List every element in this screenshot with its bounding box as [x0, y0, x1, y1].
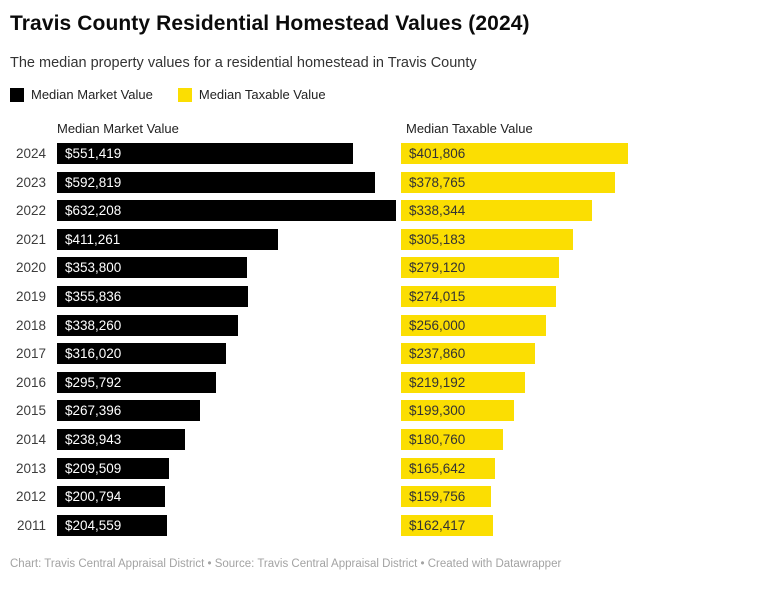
column-header-market-value: Median Market Value [57, 121, 179, 136]
bar-value-label: $204,559 [65, 517, 122, 533]
bar-value-label: $355,836 [65, 288, 122, 304]
market-value-bar[interactable]: $200,794 [57, 486, 165, 508]
bar-value-label: $411,261 [65, 231, 121, 247]
taxable-value-bar[interactable]: $162,417 [401, 514, 493, 536]
chart-row: 2014 $238,943 $180,760 [0, 428, 768, 450]
bar-value-label: $338,344 [409, 203, 466, 219]
bar-value-label: $256,000 [409, 317, 466, 333]
bar-value-label: $401,806 [409, 146, 466, 161]
taxable-value-bar[interactable]: $338,344 [401, 200, 592, 222]
bar-value-label: $295,792 [65, 374, 122, 390]
page-title: Travis County Residential Homestead Valu… [10, 12, 530, 35]
bar-value-label: $267,396 [65, 403, 122, 419]
attribution-footer: Chart: Travis Central Appraisal District… [10, 558, 562, 570]
chart-row: 2022 $632,208 $338,344 [0, 200, 768, 222]
year-label: 2018 [15, 317, 46, 333]
chart-row: 2012 $200,794 $159,756 [0, 486, 768, 508]
chart-row: 2024 $551,419 $401,806 [0, 143, 768, 164]
year-label: 2019 [15, 288, 46, 304]
bar-value-label: $279,120 [409, 260, 466, 276]
bar-value-label: $353,800 [65, 260, 122, 276]
chart-row: 2017 $316,020 $237,860 [0, 343, 768, 365]
year-label: 2020 [15, 260, 46, 276]
chart-row: 2015 $267,396 $199,300 [0, 400, 768, 422]
split-bar-chart: Median Market Value Median Taxable Value… [0, 120, 768, 550]
market-value-bar[interactable]: $551,419 [57, 143, 353, 164]
taxable-value-bar[interactable]: $401,806 [401, 143, 628, 164]
year-label: 2015 [15, 403, 46, 419]
market-value-bar[interactable]: $592,819 [57, 171, 375, 193]
bar-value-label: $592,819 [65, 174, 122, 190]
year-label: 2024 [15, 146, 46, 161]
chart-legend: Median Market Value Median Taxable Value [10, 87, 351, 102]
taxable-value-bar[interactable]: $165,642 [401, 457, 495, 479]
bar-value-label: $238,943 [65, 431, 122, 447]
market-value-bar[interactable]: $353,800 [57, 257, 247, 279]
bar-value-label: $200,794 [65, 489, 122, 505]
bar-value-label: $159,756 [409, 489, 466, 505]
year-label: 2021 [15, 231, 46, 247]
bar-value-label: $209,509 [65, 460, 122, 476]
chart-row: 2016 $295,792 $219,192 [0, 371, 768, 393]
taxable-value-bar[interactable]: $159,756 [401, 486, 491, 508]
year-label: 2013 [15, 460, 46, 476]
market-value-bar[interactable]: $238,943 [57, 428, 185, 450]
year-label: 2016 [15, 374, 46, 390]
year-label: 2012 [15, 489, 46, 505]
taxable-value-bar[interactable]: $305,183 [401, 228, 573, 250]
bar-value-label: $338,260 [65, 317, 122, 333]
column-header-taxable-value: Median Taxable Value [406, 121, 533, 136]
legend-label: Median Market Value [31, 87, 153, 102]
chart-row: 2013 $209,509 $165,642 [0, 457, 768, 479]
chart-rows: 2024 $551,419 $401,806 2023 $592,819 $378,765… [0, 143, 768, 543]
chart-row: 2011 $204,559 $162,417 [0, 514, 768, 536]
chart-row: 2020 $353,800 $279,120 [0, 257, 768, 279]
legend-swatch [177, 87, 192, 102]
market-value-bar[interactable]: $355,836 [57, 285, 248, 307]
year-label: 2022 [15, 203, 46, 219]
taxable-value-bar[interactable]: $219,192 [401, 371, 525, 393]
legend-label: Median Taxable Value [198, 87, 326, 102]
market-value-bar[interactable]: $411,261 [57, 228, 278, 250]
bar-value-label: $237,860 [409, 346, 466, 362]
bar-value-label: $274,015 [409, 288, 466, 304]
bar-value-label: $219,192 [409, 374, 466, 390]
year-label: 2023 [15, 174, 46, 190]
market-value-bar[interactable]: $267,396 [57, 400, 200, 422]
bar-value-label: $180,760 [409, 431, 466, 447]
chart-row: 2018 $338,260 $256,000 [0, 314, 768, 336]
market-value-bar[interactable]: $295,792 [57, 371, 216, 393]
chart-row: 2021 $411,261 $305,183 [0, 228, 768, 250]
chart-row: 2019 $355,836 $274,015 [0, 285, 768, 307]
taxable-value-bar[interactable]: $199,300 [401, 400, 514, 422]
bar-value-label: $316,020 [65, 346, 122, 362]
legend-item-taxable-value: Median Taxable Value [177, 87, 326, 102]
bar-value-label: $632,208 [65, 203, 122, 219]
taxable-value-bar[interactable]: $256,000 [401, 314, 546, 336]
bar-value-label: $165,642 [409, 460, 466, 476]
legend-item-market-value: Median Market Value [10, 87, 153, 102]
market-value-bar[interactable]: $316,020 [57, 343, 226, 365]
taxable-value-bar[interactable]: $180,760 [401, 428, 503, 450]
legend-swatch [10, 87, 24, 102]
bar-value-label: $305,183 [409, 231, 466, 247]
chart-row: 2023 $592,819 $378,765 [0, 171, 768, 193]
bar-value-label: $199,300 [409, 403, 466, 419]
year-label: 2014 [15, 431, 46, 447]
taxable-value-bar[interactable]: $237,860 [401, 343, 535, 365]
market-value-bar[interactable]: $209,509 [57, 457, 169, 479]
year-label: 2011 [16, 517, 46, 533]
taxable-value-bar[interactable]: $378,765 [401, 171, 615, 193]
market-value-bar[interactable]: $204,559 [57, 514, 167, 536]
taxable-value-bar[interactable]: $279,120 [401, 257, 559, 279]
year-label: 2017 [15, 346, 46, 362]
market-value-bar[interactable]: $632,208 [57, 200, 396, 222]
taxable-value-bar[interactable]: $274,015 [401, 285, 556, 307]
bar-value-label: $378,765 [409, 174, 466, 190]
bar-value-label: $551,419 [65, 146, 122, 161]
bar-value-label: $162,417 [409, 517, 466, 533]
chart-subtitle: The median property values for a residen… [10, 55, 477, 71]
market-value-bar[interactable]: $338,260 [57, 314, 238, 336]
